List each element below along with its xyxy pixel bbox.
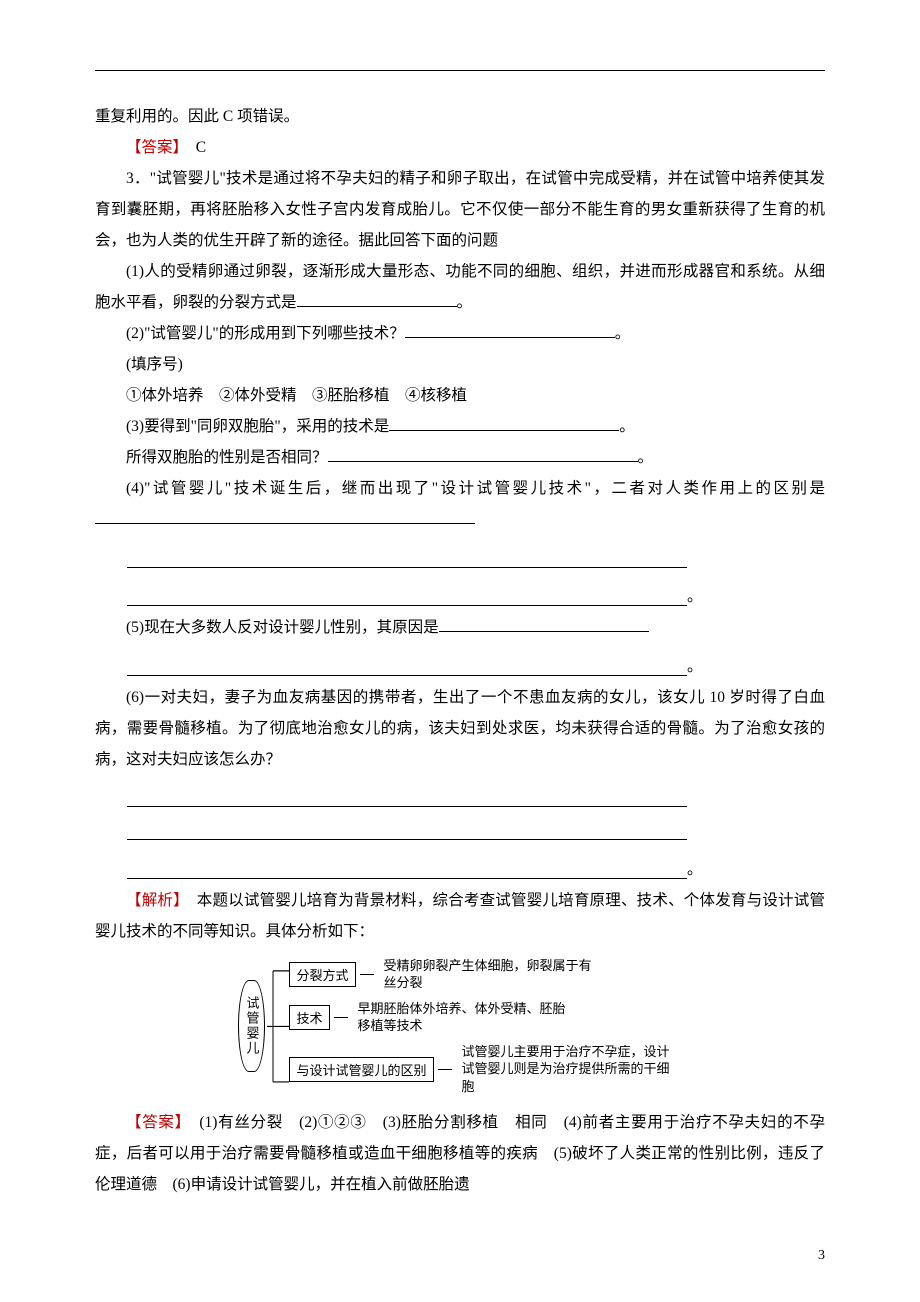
diagram-row-2: 技术 早期胚胎体外培养、体外受精、胚胎移植等技术 bbox=[289, 1000, 681, 1035]
blank bbox=[439, 617, 649, 632]
diagram-connector bbox=[438, 1069, 452, 1070]
blank bbox=[127, 649, 687, 676]
top-rule bbox=[95, 70, 825, 71]
blank bbox=[328, 447, 638, 462]
answer-label: 【答案】 bbox=[126, 1114, 183, 1131]
diagram-bracket bbox=[267, 957, 289, 1096]
q3-sub3b-text: 所得双胞胎的性别是否相同？ bbox=[126, 449, 328, 466]
answer-2: 【答案】 C bbox=[95, 132, 825, 163]
answer-3: 【答案】 (1)有丝分裂 (2)①②③ (3)胚胎分割移植 相同 (4)前者主要… bbox=[95, 1107, 825, 1200]
q3-sub2-text: (2)"试管婴儿"的形成用到下列哪些技术？ bbox=[126, 325, 405, 342]
diagram-row-3: 与设计试管婴儿的区别 试管婴儿主要用于治疗不孕症，设计试管婴儿则是为治疗提供所需… bbox=[289, 1043, 681, 1096]
diagram-row3-desc: 试管婴儿主要用于治疗不孕症，设计试管婴儿则是为治疗提供所需的干细胞 bbox=[456, 1043, 682, 1096]
answer-text: (1)有丝分裂 (2)①②③ (3)胚胎分割移植 相同 (4)前者主要用于治疗不… bbox=[95, 1114, 825, 1193]
blank bbox=[405, 323, 615, 338]
q3-sub2-options: ①体外培养 ②体外受精 ③胚胎移植 ④核移植 bbox=[95, 380, 825, 411]
diagram-connector bbox=[334, 1017, 348, 1018]
q3-sub6: (6)一对夫妇，妻子为血友病基因的携带者，生出了一个不患血友病的女儿，该女儿 1… bbox=[95, 682, 825, 775]
diagram-row-1: 分裂方式 受精卵卵裂产生体细胞，卵裂属于有丝分裂 bbox=[289, 957, 681, 992]
body-line-continuation: 重复利用的。因此 C 项错误。 bbox=[95, 101, 825, 132]
q3-sub2-note: (填序号) bbox=[95, 349, 825, 380]
period: 。 bbox=[687, 854, 703, 885]
analysis-label: 【解析】 bbox=[126, 892, 181, 909]
q3-sub5-text: (5)现在大多数人反对设计婴儿性别，其原因是 bbox=[126, 619, 439, 636]
diagram-row1-box: 分裂方式 bbox=[289, 962, 355, 987]
q3-sub3b: 所得双胞胎的性别是否相同？ 。 bbox=[95, 442, 825, 473]
q3-sub1: (1)人的受精卵通过卵裂，逐渐形成大量形态、功能不同的细胞、组织，并进而形成器官… bbox=[95, 256, 825, 318]
answer-text: C bbox=[180, 139, 206, 156]
diagram-root: 试管婴儿 bbox=[238, 980, 265, 1072]
blank-line-full bbox=[127, 781, 687, 808]
q3-sub2: (2)"试管婴儿"的形成用到下列哪些技术？ 。 bbox=[95, 318, 825, 349]
diagram-rows: 分裂方式 受精卵卵裂产生体细胞，卵裂属于有丝分裂 技术 早期胚胎体外培养、体外受… bbox=[289, 957, 681, 1096]
period: 。 bbox=[615, 325, 631, 342]
q3-sub4-text: (4)"试管婴儿"技术诞生后，继而出现了"设计试管婴儿技术"，二者对人类作用上的… bbox=[126, 480, 825, 497]
period: 。 bbox=[619, 418, 635, 435]
blank-line-full bbox=[127, 541, 687, 568]
blank-line-full bbox=[127, 813, 687, 840]
blank bbox=[127, 580, 687, 607]
diagram-row2-box: 技术 bbox=[289, 1005, 329, 1030]
diagram-row2-desc: 早期胚胎体外培养、体外受精、胚胎移植等技术 bbox=[352, 1000, 578, 1035]
blank bbox=[389, 416, 619, 431]
q3-sub5: (5)现在大多数人反对设计婴儿性别，其原因是 bbox=[95, 612, 825, 643]
q3-sub3a: (3)要得到"同卵双胞胎"，采用的技术是 。 bbox=[95, 411, 825, 442]
blank-line-end: 。 bbox=[127, 574, 825, 613]
page: 重复利用的。因此 C 项错误。 【答案】 C 3．"试管婴儿"技术是通过将不孕夫… bbox=[0, 0, 920, 1302]
blank-line-end: 。 bbox=[127, 846, 825, 885]
diagram-inner: 试管婴儿 分裂方式 受精卵卵裂产生体细胞，卵裂属于有丝分裂 技术 早期胚胎体外培… bbox=[238, 957, 681, 1096]
blank bbox=[95, 509, 475, 524]
diagram-connector bbox=[360, 974, 374, 975]
analysis-text: 本题以试管婴儿培育为背景材料，综合考查试管婴儿培育原理、技术、个体发育与设计试管… bbox=[95, 892, 825, 940]
diagram-row1-desc: 受精卵卵裂产生体细胞，卵裂属于有丝分裂 bbox=[378, 957, 604, 992]
period: 。 bbox=[638, 449, 654, 466]
q3-sub3a-text: (3)要得到"同卵双胞胎"，采用的技术是 bbox=[126, 418, 389, 435]
page-number: 3 bbox=[818, 1248, 825, 1264]
diagram-row3-box: 与设计试管婴儿的区别 bbox=[289, 1057, 433, 1082]
diagram: 试管婴儿 分裂方式 受精卵卵裂产生体细胞，卵裂属于有丝分裂 技术 早期胚胎体外培… bbox=[95, 957, 825, 1096]
answer-label: 【答案】 bbox=[126, 139, 180, 156]
q3-intro: 3．"试管婴儿"技术是通过将不孕夫妇的精子和卵子取出，在试管中完成受精，并在试管… bbox=[95, 163, 825, 256]
blank bbox=[127, 852, 687, 879]
period: 。 bbox=[687, 581, 703, 612]
analysis: 【解析】 本题以试管婴儿培育为背景材料，综合考查试管婴儿培育原理、技术、个体发育… bbox=[95, 885, 825, 947]
period: 。 bbox=[687, 651, 703, 682]
blank-line-end: 。 bbox=[127, 643, 825, 682]
blank bbox=[297, 292, 457, 307]
period: 。 bbox=[457, 294, 473, 311]
q3-sub4: (4)"试管婴儿"技术诞生后，继而出现了"设计试管婴儿技术"，二者对人类作用上的… bbox=[95, 473, 825, 535]
